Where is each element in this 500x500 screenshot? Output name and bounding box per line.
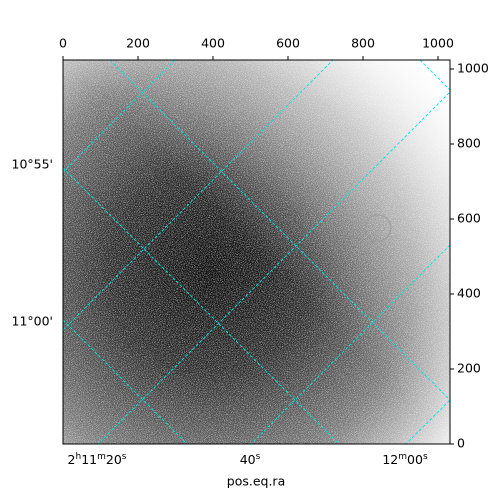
y-tick-label: 800: [457, 136, 481, 151]
ra-tick-label: 2h11m20s: [68, 452, 127, 467]
x-tick-label: 400: [201, 36, 225, 51]
x-tick-label: 800: [351, 36, 375, 51]
y-tick-label: 1000: [457, 61, 489, 76]
frame: [62, 59, 451, 445]
y-tick-label: 200: [457, 361, 481, 376]
image: [63, 60, 450, 444]
x-tick-label: 200: [126, 36, 150, 51]
dec-tick-label: 11°00': [12, 314, 54, 329]
wcs-grid: [63, 60, 450, 444]
y-tick-label: 400: [457, 286, 481, 301]
dec-tick-label: 10°55': [12, 157, 54, 172]
x-axis-label: pos.eq.ra: [227, 474, 285, 489]
x-tick-label: 1000: [422, 36, 454, 51]
x-tick-label: 600: [276, 36, 300, 51]
ra-tick-label: 40s: [240, 452, 261, 467]
y-tick-label: 0: [457, 436, 465, 451]
y-tick-label: 600: [457, 211, 481, 226]
ra-tick-label: 12m00s: [382, 452, 428, 467]
x-tick-label: 0: [59, 36, 67, 51]
